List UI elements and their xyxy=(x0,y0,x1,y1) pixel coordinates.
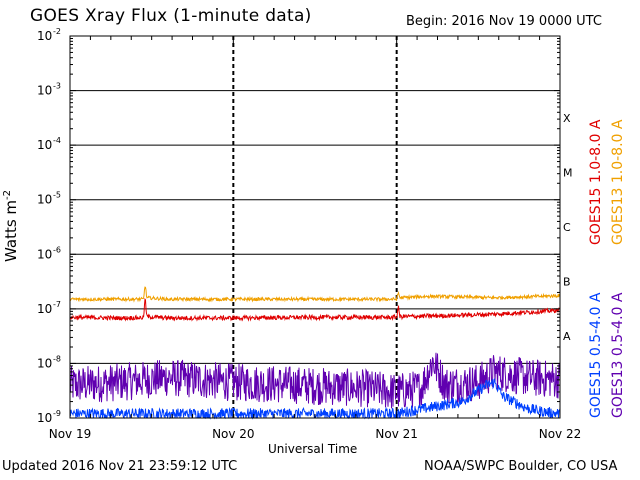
y-tick-exponent: -3 xyxy=(53,82,61,91)
y-tick-label: 10 xyxy=(37,193,52,207)
y-tick-exponent: -7 xyxy=(53,300,61,309)
y-axis-label-text: Watts m xyxy=(2,199,20,262)
plot-area xyxy=(70,36,560,418)
y-tick-label: 10 xyxy=(37,84,52,98)
x-tick-label: Nov 19 xyxy=(49,427,92,441)
x-tick-label: Nov 21 xyxy=(375,427,418,441)
flare-class-label: X xyxy=(563,112,571,125)
y-tick-label: 10 xyxy=(37,138,52,152)
legend-goes13-long: GOES13 1.0-8.0 A xyxy=(610,119,626,245)
credit-text: NOAA/SWPC Boulder, CO USA xyxy=(424,459,618,474)
legend-goes13-short: GOES13 0.5-4.0 A xyxy=(610,292,626,418)
x-tick-label: Nov 20 xyxy=(212,427,255,441)
chart-title: GOES Xray Flux (1-minute data) xyxy=(30,6,312,26)
legend-goes15-short: GOES15 0.5-4.0 A xyxy=(588,292,604,418)
series-line-goes15-long xyxy=(69,297,561,322)
updated-timestamp: Updated 2016 Nov 21 23:59:12 UTC xyxy=(2,459,238,474)
legend-goes15-long: GOES15 1.0-8.0 A xyxy=(588,119,604,245)
flare-class-label: B xyxy=(563,276,571,289)
y-tick-exponent: -8 xyxy=(53,354,61,363)
y-tick-exponent: -2 xyxy=(53,27,61,36)
x-tick-label: Nov 22 xyxy=(539,427,582,441)
y-tick-label: 10 xyxy=(37,411,52,425)
y-tick-exponent: -6 xyxy=(53,245,61,254)
flare-class-label: C xyxy=(563,221,571,234)
y-tick-label: 10 xyxy=(37,29,52,43)
y-tick-exponent: -5 xyxy=(53,191,61,200)
flare-class-label: M xyxy=(563,166,573,179)
x-axis-label: Universal Time xyxy=(268,442,358,456)
y-axis-label: Watts m-2 xyxy=(2,190,20,262)
y-tick-exponent: -4 xyxy=(53,136,61,145)
y-tick-label: 10 xyxy=(37,356,52,370)
y-tick-label: 10 xyxy=(37,247,52,261)
begin-time: Begin: 2016 Nov 19 0000 UTC xyxy=(406,14,602,29)
flare-class-label: A xyxy=(563,330,571,343)
series-line-goes13-long xyxy=(69,286,561,303)
y-tick-label: 10 xyxy=(37,302,52,316)
y-axis-label-exponent: -2 xyxy=(2,189,13,200)
y-tick-exponent: -9 xyxy=(53,409,61,418)
